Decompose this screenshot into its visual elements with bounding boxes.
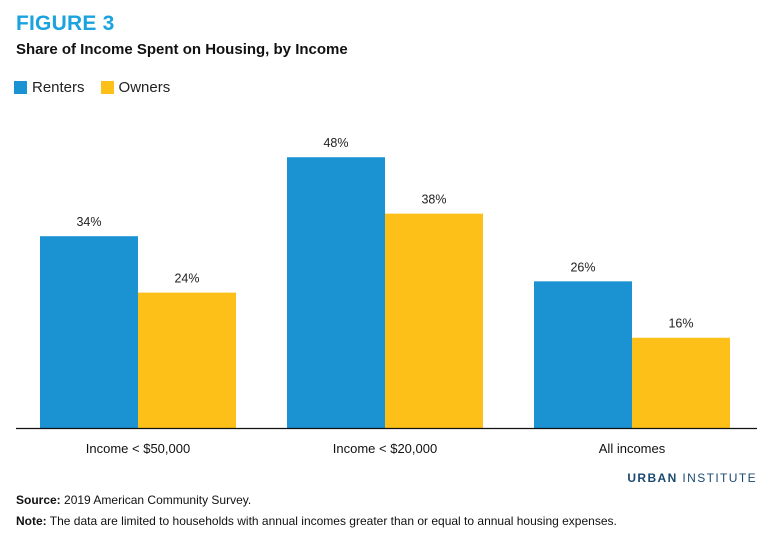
note-label: Note: [16,514,47,528]
source-label: Source: [16,493,61,507]
category-label-2: All incomes [599,441,666,456]
data-label-renters-2: 26% [570,260,595,274]
data-label-owners-1: 38% [421,193,446,207]
bar-owners-2 [632,337,730,428]
figure-label: FIGURE 3 [16,12,115,35]
data-label-renters-0: 34% [76,215,101,229]
note-line: Note: The data are limited to households… [16,514,617,528]
note-text: The data are limited to households with … [49,514,617,528]
legend-item-renters: Renters [14,79,85,96]
bar-renters-1 [287,157,385,428]
bar-owners-1 [385,213,483,428]
legend: Renters Owners [14,79,186,96]
legend-swatch-renters [14,81,27,94]
chart-title: Share of Income Spent on Housing, by Inc… [16,41,348,58]
data-label-owners-2: 16% [668,317,693,331]
source-text: 2019 American Community Survey. [64,493,252,507]
bar-owners-0 [138,292,236,428]
bar-renters-2 [534,281,632,428]
legend-item-owners: Owners [100,79,171,96]
source-line: Source: 2019 American Community Survey. [16,493,251,507]
data-label-owners-0: 24% [174,272,199,286]
urban-institute-logo: URBAN INSTITUTE [627,471,757,485]
legend-swatch-owners [100,81,114,94]
category-label-1: Income < $20,000 [333,441,437,456]
legend-label-renters: Renters [32,79,85,96]
brand-rest: INSTITUTE [682,471,757,485]
category-label-0: Income < $50,000 [86,441,190,456]
bar-renters-0 [40,236,138,428]
legend-label-owners: Owners [118,79,171,96]
brand-bold: URBAN [627,471,678,485]
data-label-renters-1: 48% [323,136,348,150]
